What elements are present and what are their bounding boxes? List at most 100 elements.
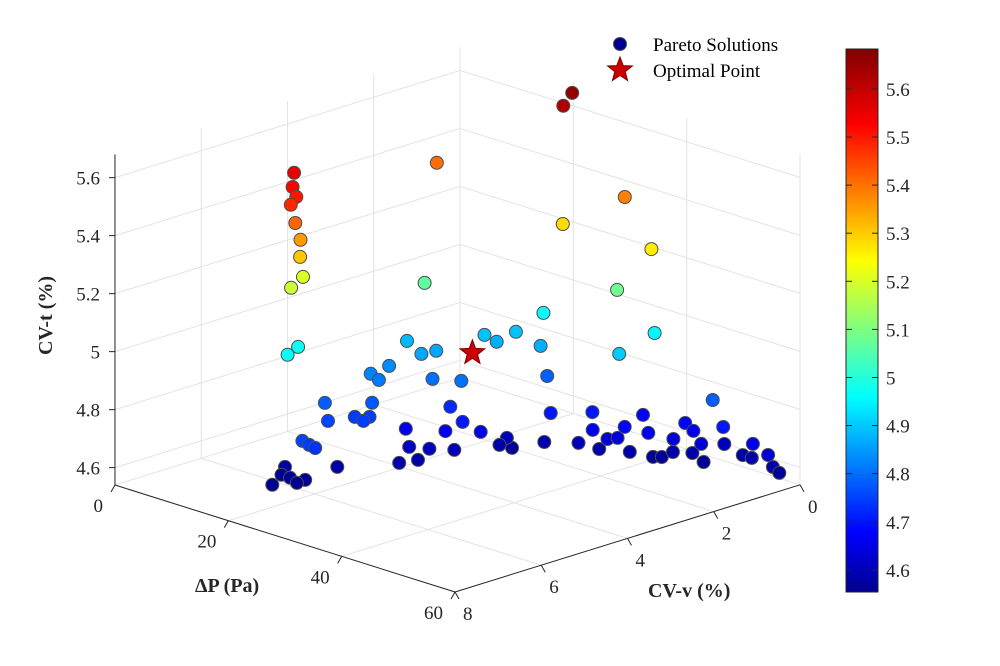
x-tick-label: 20	[197, 532, 216, 553]
colorbar-tick-label: 5.3	[886, 224, 910, 245]
optimal-point-star	[458, 338, 487, 365]
x-tick-label: 60	[424, 603, 443, 624]
colorbar-tick-label: 5	[886, 368, 896, 389]
pareto-point	[717, 437, 732, 451]
pareto-point	[555, 217, 570, 231]
y-tick-label: 4	[636, 550, 646, 571]
pareto-point	[571, 435, 586, 450]
colorbar-tick-label: 5.1	[886, 320, 910, 341]
pareto-point	[585, 422, 600, 437]
colorbar-tick-label: 4.6	[886, 561, 910, 582]
colorbar-tick-label: 4.8	[886, 465, 910, 486]
grid-lines	[114, 47, 801, 593]
pareto-point	[411, 452, 425, 467]
pareto-point	[617, 190, 632, 204]
y-tick-label: 6	[549, 577, 559, 598]
colorbar-tick-label: 5.6	[886, 80, 910, 101]
pareto-point	[289, 475, 304, 490]
pareto-point	[422, 441, 437, 456]
pareto-point	[685, 446, 700, 460]
z-tick-label: 5.2	[76, 285, 100, 306]
z-tick-label: 4.8	[76, 401, 100, 422]
colorbar-tick-label: 4.7	[886, 513, 910, 534]
pareto-point	[414, 346, 429, 361]
pareto-point	[317, 395, 332, 410]
pareto-point	[636, 407, 650, 422]
pareto-point	[617, 419, 632, 434]
x-tick-mark	[450, 591, 456, 600]
pareto-point	[443, 399, 458, 414]
axes: 0 20 40 60 0 2 4 6 8 4.6 4.8 5 5.2 5.4 5.6	[76, 154, 818, 625]
y-tick-label: 8	[463, 604, 473, 625]
y-tick-label: 0	[808, 497, 818, 518]
colorbar-gradient	[845, 48, 879, 593]
pareto-point	[473, 424, 488, 439]
pareto-point	[696, 455, 711, 469]
colorbar-tick-label: 5.2	[886, 272, 910, 293]
colorbar-tick-label: 5.4	[886, 176, 910, 197]
gridline	[373, 404, 714, 513]
colorbar-ticks: 4.6 4.7 4.8 4.9 5 5.1 5.2 5.3 5.4 5.5 5.6	[846, 80, 910, 582]
pareto-point	[371, 372, 386, 387]
gridline	[114, 243, 461, 353]
pareto-point	[647, 326, 662, 340]
colorbar-tick-label: 4.9	[886, 417, 910, 438]
pareto-point	[398, 421, 413, 436]
gridline	[114, 69, 461, 179]
y-tick-mark	[627, 538, 632, 546]
pareto-point	[402, 439, 417, 454]
gridline	[201, 457, 542, 566]
gridline	[114, 359, 461, 469]
pareto-point	[772, 465, 787, 480]
colorbar: 4.6 4.7 4.8 4.9 5 5.1 5.2 5.3 5.4 5.5 5.6	[845, 48, 910, 593]
gridline	[114, 377, 461, 486]
x-tick-mark	[337, 556, 343, 564]
legend-label-pareto: Pareto Solutions	[653, 35, 778, 56]
pareto-point	[454, 373, 469, 388]
pareto-point	[308, 441, 323, 455]
pareto-point	[537, 435, 552, 449]
y-tick-mark	[454, 591, 460, 600]
pareto-point	[283, 197, 298, 212]
legend-marker-pareto	[613, 37, 627, 51]
pareto-point	[321, 413, 335, 428]
z-axis-label: CV-t (%)	[35, 276, 57, 355]
pareto-point	[429, 155, 444, 170]
pareto-point	[533, 338, 548, 353]
gridline	[459, 243, 801, 352]
pareto-point	[508, 324, 523, 339]
z-tick-label: 5.6	[76, 169, 100, 190]
pareto-point	[288, 216, 303, 230]
pareto-point	[425, 371, 440, 386]
pareto-point	[293, 232, 308, 247]
pareto-point	[610, 282, 625, 297]
legend-marker-optimal	[606, 55, 634, 82]
pareto-point	[400, 333, 414, 348]
pareto-point	[489, 334, 504, 349]
pareto-point	[705, 393, 720, 407]
y-axis-label: CV-v (%)	[648, 580, 730, 602]
pareto-point	[665, 445, 680, 459]
pareto-point	[585, 405, 600, 420]
data-points	[265, 85, 787, 492]
pareto-point	[666, 432, 681, 446]
x-axis-line	[114, 484, 456, 593]
pareto-point	[455, 414, 470, 429]
pareto-point	[284, 280, 299, 295]
legend-label-optimal: Optimal Point	[653, 61, 761, 82]
colorbar-tick-label: 5.5	[886, 128, 910, 149]
pareto-point	[694, 436, 709, 451]
pareto-point	[291, 339, 306, 354]
pareto-point	[761, 448, 776, 462]
pareto-point	[382, 358, 397, 373]
pareto-point	[365, 395, 380, 410]
pareto-point	[716, 420, 731, 434]
pareto-point	[356, 413, 371, 428]
pareto-point	[745, 436, 760, 451]
pareto-point	[641, 425, 656, 440]
pareto-point	[622, 444, 637, 459]
pareto-point	[610, 430, 625, 445]
y-tick-mark	[540, 564, 546, 573]
x-tick-label: 0	[93, 496, 103, 517]
